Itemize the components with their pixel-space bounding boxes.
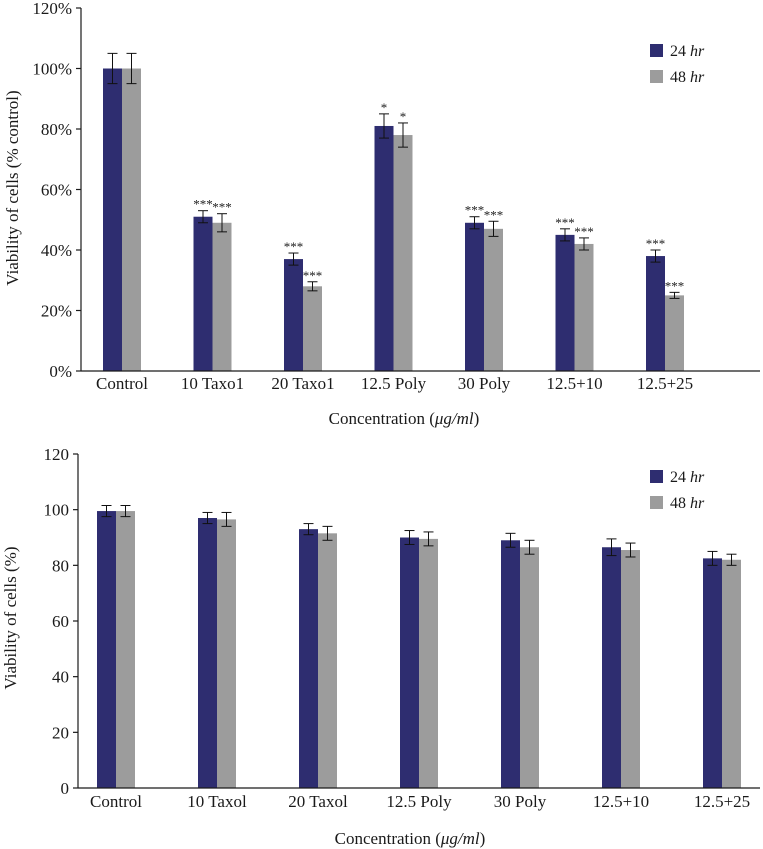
x-tick-label: 12.5 Poly bbox=[361, 374, 427, 393]
bar bbox=[621, 550, 640, 788]
bar bbox=[217, 519, 236, 788]
significance-label: *** bbox=[465, 203, 485, 218]
significance-label: *** bbox=[646, 236, 666, 251]
x-tick-label: 12.5+10 bbox=[546, 374, 602, 393]
bar bbox=[303, 286, 322, 371]
legend-swatch-24hr bbox=[650, 44, 663, 57]
legend-swatch-48hr bbox=[650, 70, 663, 83]
y-tick-label: 0 bbox=[61, 779, 70, 798]
significance-label: *** bbox=[212, 200, 232, 215]
bar bbox=[400, 537, 419, 788]
bar bbox=[501, 540, 520, 788]
bar bbox=[198, 518, 217, 788]
significance-label: *** bbox=[665, 278, 685, 293]
x-tick-label: Control bbox=[90, 792, 142, 811]
legend-label-48hr: 48 hr bbox=[670, 495, 705, 512]
significance-label: *** bbox=[484, 207, 504, 222]
y-tick-label: 20 bbox=[52, 723, 69, 742]
bar bbox=[299, 529, 318, 788]
significance-label: *** bbox=[303, 268, 323, 283]
bar bbox=[520, 547, 539, 788]
bar bbox=[374, 125, 394, 371]
y-tick-label: 20% bbox=[41, 302, 72, 321]
bar bbox=[484, 228, 503, 371]
bar bbox=[393, 135, 413, 371]
bar bbox=[419, 538, 438, 788]
bar bbox=[665, 295, 684, 371]
bar bbox=[722, 559, 741, 788]
y-tick-label: 80% bbox=[41, 120, 72, 139]
legend-swatch-24hr bbox=[650, 470, 663, 483]
bar bbox=[103, 68, 122, 371]
bar bbox=[97, 511, 116, 788]
bar bbox=[574, 243, 594, 371]
significance-label: *** bbox=[555, 215, 575, 230]
y-tick-label: 40 bbox=[52, 668, 69, 687]
significance-label: *** bbox=[193, 197, 213, 212]
bar bbox=[193, 216, 213, 371]
y-tick-label: 100 bbox=[44, 501, 70, 520]
x-tick-label: 30 Poly bbox=[494, 792, 547, 811]
y-tick-label: 80 bbox=[52, 556, 69, 575]
viability-chart-bottom: 0 20 40 60 80 100 120 Control 10 Taxol 20 Taxol 12… bbox=[1, 445, 760, 848]
y-tick-label: 0% bbox=[49, 362, 72, 381]
x-tick-label: 12.5+10 bbox=[593, 792, 649, 811]
bar bbox=[465, 222, 484, 371]
x-tick-label: 10 Taxol bbox=[187, 792, 247, 811]
bar bbox=[116, 511, 135, 788]
y-tick-label: 100% bbox=[32, 60, 72, 79]
y-tick-label: 120 bbox=[44, 445, 70, 464]
legend-label-24hr: 24 hr bbox=[670, 469, 705, 486]
x-axis-title: Concentration (μg/ml) bbox=[329, 409, 480, 428]
legend-label-24hr: 24 hr bbox=[670, 43, 705, 60]
x-tick-label: 30 Poly bbox=[458, 374, 511, 393]
x-axis-title: Concentration (μg/ml) bbox=[335, 829, 486, 848]
x-tick-label: 12.5+25 bbox=[694, 792, 750, 811]
bar bbox=[122, 68, 141, 371]
legend-swatch-48hr bbox=[650, 496, 663, 509]
bar bbox=[284, 259, 303, 371]
x-tick-label: Control bbox=[96, 374, 148, 393]
y-tick-label: 40% bbox=[41, 241, 72, 260]
y-tick-label: 60% bbox=[41, 181, 72, 200]
y-tick-label: 120% bbox=[32, 0, 72, 18]
bar bbox=[602, 547, 621, 788]
y-tick-label: 60 bbox=[52, 612, 69, 631]
x-tick-label: 12.5 Poly bbox=[386, 792, 452, 811]
x-tick-label: 20 Taxol bbox=[288, 792, 348, 811]
viability-chart-top: *** ************** *************** 0%20%40… bbox=[3, 0, 760, 428]
legend-label-48hr: 48 hr bbox=[670, 69, 705, 86]
x-tick-label: 20 Taxo1 bbox=[271, 374, 334, 393]
significance-label: * bbox=[400, 109, 407, 124]
bar bbox=[646, 256, 665, 371]
x-tick-label: 12.5+25 bbox=[637, 374, 693, 393]
x-tick-label: 10 Taxo1 bbox=[181, 374, 244, 393]
significance-label: *** bbox=[574, 224, 594, 239]
significance-label: * bbox=[381, 100, 388, 115]
bar bbox=[555, 234, 575, 371]
y-axis-title: Viability of cells (%) bbox=[1, 547, 20, 690]
bar bbox=[703, 558, 722, 788]
y-axis-title: Viability of cells (% control) bbox=[3, 90, 22, 285]
significance-label: *** bbox=[284, 239, 304, 254]
bar bbox=[318, 533, 337, 788]
bar bbox=[212, 222, 232, 371]
